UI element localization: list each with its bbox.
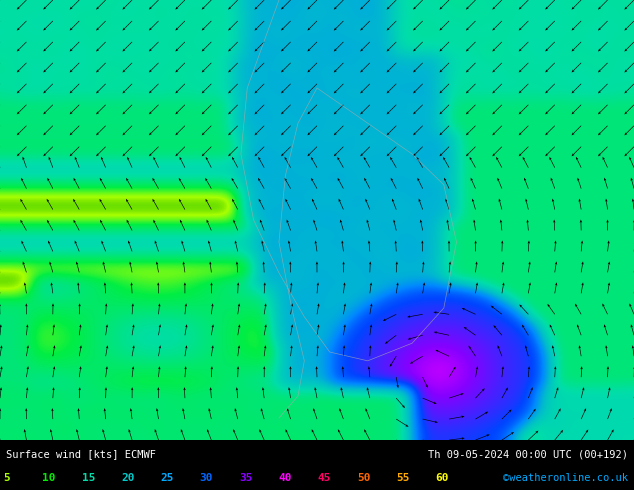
Text: 5: 5 [3,472,10,483]
Text: 60: 60 [436,472,449,483]
Text: Th 09-05-2024 00:00 UTC (00+192): Th 09-05-2024 00:00 UTC (00+192) [428,449,628,459]
Text: 45: 45 [318,472,331,483]
Text: 10: 10 [42,472,56,483]
Text: 25: 25 [160,472,174,483]
Text: 15: 15 [82,472,95,483]
Text: 30: 30 [200,472,213,483]
Text: 50: 50 [357,472,370,483]
Text: 55: 55 [396,472,410,483]
Text: 20: 20 [121,472,134,483]
Text: 35: 35 [239,472,252,483]
Text: 40: 40 [278,472,292,483]
Text: ©weatheronline.co.uk: ©weatheronline.co.uk [503,472,628,483]
Text: Surface wind [kts] ECMWF: Surface wind [kts] ECMWF [6,449,157,459]
